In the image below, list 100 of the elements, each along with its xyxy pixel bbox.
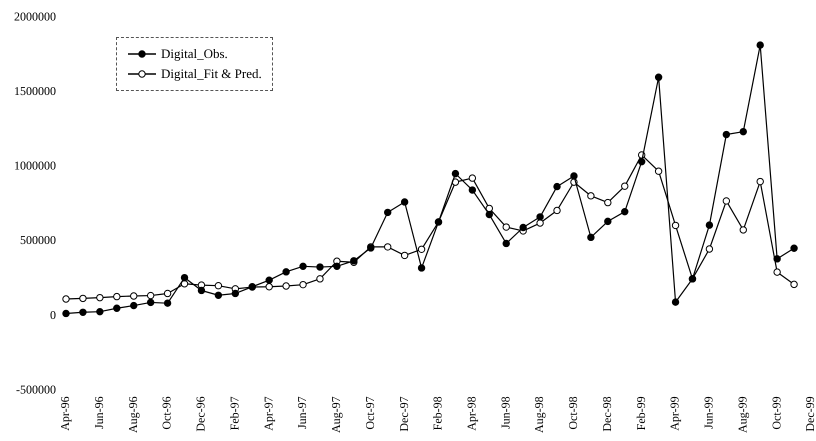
point (113, 304, 120, 312)
point (164, 290, 172, 298)
point (180, 274, 188, 282)
point (384, 208, 392, 216)
point (536, 213, 544, 221)
point (790, 244, 798, 252)
point (756, 41, 764, 49)
point (672, 222, 680, 230)
point (621, 208, 628, 216)
point (316, 275, 324, 283)
x-tick-label: Oct-96 (160, 396, 174, 430)
point (452, 170, 460, 178)
x-tick-label: Oct-97 (362, 396, 377, 430)
point (621, 182, 628, 190)
point (130, 302, 138, 310)
point (299, 280, 307, 288)
x-tick-label: Oct-99 (769, 396, 784, 430)
x-tick-label: Dec-99 (803, 396, 816, 432)
point (299, 262, 307, 270)
point (672, 298, 680, 306)
x-tick-label: Dec-96 (194, 396, 208, 432)
point (96, 308, 104, 316)
x-tick-label: Aug-99 (735, 396, 750, 434)
point (519, 224, 527, 232)
x-tick-label: Jun-99 (702, 396, 716, 430)
point (214, 282, 222, 290)
point (282, 282, 290, 290)
point (740, 226, 747, 234)
point (587, 234, 595, 242)
legend-label: Digital_Fit & Pred. (161, 66, 262, 82)
point (654, 74, 662, 81)
x-tick-label: Feb-99 (634, 396, 648, 430)
point (418, 264, 426, 272)
point (536, 219, 544, 227)
legend-label: Digital_Obs. (161, 46, 228, 62)
point (62, 295, 70, 303)
point (79, 308, 87, 316)
point (265, 276, 273, 284)
point (587, 192, 595, 200)
point (756, 178, 764, 186)
point (773, 268, 781, 276)
x-tick-label: Jun-98 (498, 396, 512, 430)
y-tick-label: 2000000 (14, 9, 56, 24)
point (79, 294, 87, 302)
point (502, 223, 510, 231)
point (604, 218, 612, 226)
point (96, 294, 104, 302)
x-tick-label: Apr-96 (58, 396, 72, 431)
x-tick-label: Apr-98 (464, 396, 479, 431)
x-tick-label: Oct-98 (566, 396, 580, 430)
point (553, 182, 561, 190)
x-tick-label: Jun-96 (92, 396, 106, 430)
y-tick-label: -500000 (16, 382, 56, 396)
x-tick-label: Aug-96 (126, 396, 140, 434)
point (164, 299, 172, 307)
x-tick-label: Aug-98 (532, 396, 546, 434)
point (654, 168, 662, 175)
point (316, 263, 324, 271)
x-tick-label: Jun-97 (295, 396, 310, 430)
point (740, 128, 747, 136)
point (418, 246, 426, 253)
x-tick-label: Dec-97 (396, 396, 411, 432)
x-tick-label: Feb-97 (227, 396, 242, 430)
y-tick-label: 1000000 (14, 158, 56, 173)
point (384, 243, 392, 251)
point (62, 310, 70, 318)
x-tick-label: Feb-98 (430, 396, 445, 430)
point (198, 286, 206, 294)
point (214, 292, 222, 299)
point (722, 197, 730, 205)
point (146, 292, 154, 300)
point (486, 210, 493, 218)
point (400, 252, 408, 260)
point (468, 174, 476, 182)
point (130, 292, 138, 300)
x-tick-label: Apr-99 (668, 396, 682, 431)
point (722, 130, 730, 138)
point (146, 298, 154, 306)
x-tick-label: Dec-98 (600, 396, 614, 432)
point (553, 206, 561, 214)
point (265, 283, 273, 290)
point (502, 240, 510, 248)
point (232, 290, 240, 298)
point (706, 245, 714, 253)
y-tick-label: 500000 (20, 233, 56, 248)
point (706, 221, 714, 229)
y-tick-label: 0 (50, 308, 56, 322)
point (790, 280, 798, 288)
point (604, 198, 612, 206)
y-tick-label: 1500000 (14, 84, 56, 98)
point (468, 186, 476, 194)
x-tick-label: Aug-97 (329, 396, 344, 434)
x-tick-label: Apr-97 (261, 396, 276, 431)
point (400, 198, 408, 206)
point (773, 255, 781, 263)
point (282, 268, 290, 276)
point (570, 172, 578, 180)
point (113, 292, 120, 300)
point (638, 158, 646, 166)
point (333, 262, 341, 270)
